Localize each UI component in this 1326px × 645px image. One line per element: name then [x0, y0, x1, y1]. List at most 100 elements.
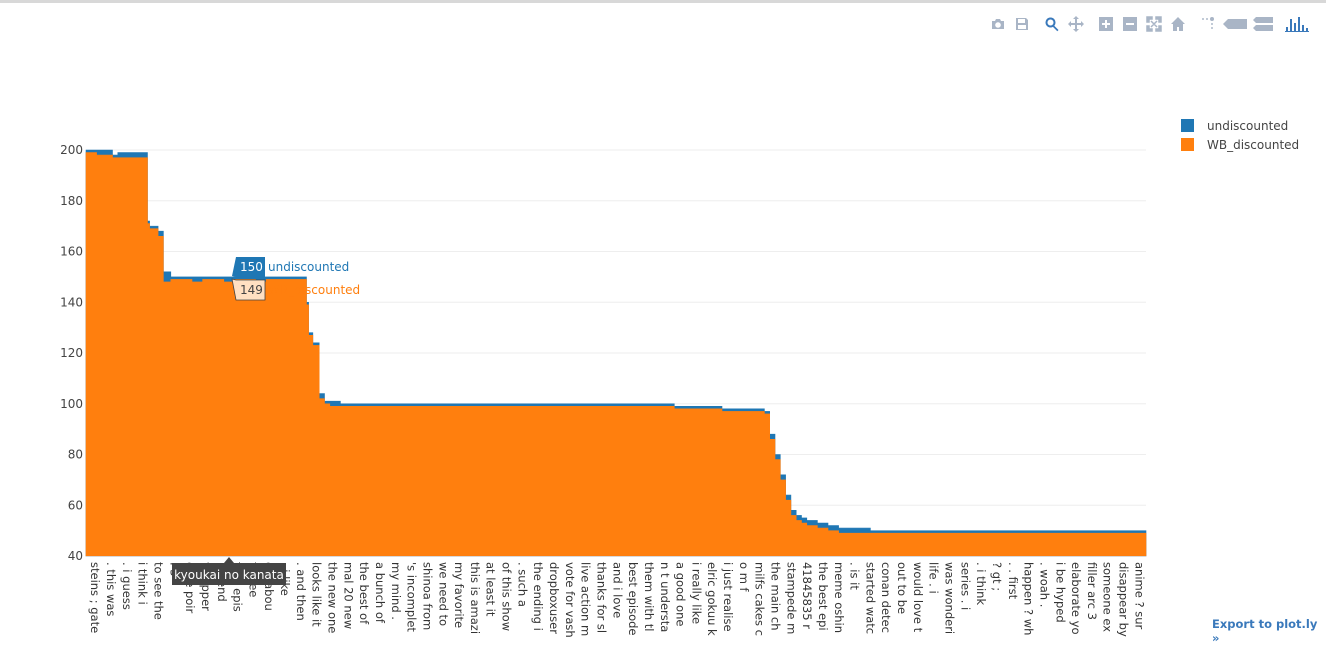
plotly-logo-icon[interactable] [1284, 15, 1310, 33]
x-tick-label: . i guess [120, 562, 134, 610]
x-tick-label: a good one [674, 562, 688, 626]
x-tick-label: my favorite [452, 562, 466, 628]
x-tick-label: the ending i [531, 562, 545, 631]
spike-lines-icon[interactable] [1198, 15, 1218, 33]
x-tick-label: started watc [863, 562, 877, 634]
autoscale-icon[interactable] [1144, 15, 1164, 33]
y-tick-label: 200 [60, 143, 83, 157]
hover-category-text: kyoukai no kanata [174, 568, 284, 582]
x-tick-label: series . i [958, 562, 972, 610]
legend-swatch [1181, 119, 1194, 132]
pan-icon[interactable] [1066, 15, 1086, 33]
x-tick-label: to see the [151, 562, 165, 620]
save-icon[interactable] [1012, 15, 1032, 33]
x-tick-label: . and then [294, 562, 308, 621]
hover-box [231, 278, 266, 301]
hover-compare-icon[interactable] [1252, 15, 1274, 33]
x-tick-label: looks like it [310, 562, 324, 627]
x-tick-label: . woah . [1037, 562, 1051, 607]
x-tick-label: stampede m [784, 562, 798, 634]
x-tick-label: the main ch [769, 562, 783, 631]
x-tick-label: of this show [500, 562, 514, 631]
y-tick-label: 140 [60, 295, 83, 309]
legend: undiscounted WB_discounted [1181, 119, 1299, 152]
x-tick-label: elaborate yo [1069, 562, 1083, 635]
x-tick-label: was wonderi [943, 562, 957, 634]
y-tick-label: 60 [68, 498, 83, 512]
x-tick-label: i be hyped [1053, 562, 1067, 623]
x-tick-label: my mind . [389, 562, 403, 620]
x-tick-label: i really like [689, 562, 703, 624]
y-axis: 40 60 80 100 120 140 160 180 200 [60, 143, 83, 563]
x-tick-label: o m f [737, 562, 751, 593]
x-tick-label: at least it [484, 562, 498, 617]
x-tick-label: this is amazi [468, 562, 482, 634]
legend-label: WB_discounted [1207, 138, 1299, 152]
y-tick-label: 40 [68, 549, 83, 563]
x-tick-label: dropboxuser [547, 562, 561, 634]
legend-item-undiscounted[interactable]: undiscounted [1181, 119, 1288, 133]
x-tick-label: n t understa [658, 562, 672, 632]
x-tick-label: meme oshin [832, 562, 846, 633]
y-tick-label: 180 [60, 194, 83, 208]
x-tick-label: filler arc 3 [1085, 562, 1099, 620]
hover-series-name: undiscounted [268, 260, 349, 274]
hover-label-WB_discounted: 149 WB_discounted [231, 278, 360, 301]
legend-swatch [1181, 138, 1194, 151]
y-tick-label: 100 [60, 397, 83, 411]
x-tick-label: happen ? wh [1022, 562, 1036, 635]
x-tick-label: vote for vash [563, 562, 577, 638]
x-tick-label: elric gokuu k [705, 562, 719, 636]
x-tick-label: milfs cakes c [753, 562, 767, 636]
hover-category-box [172, 563, 286, 585]
x-tick-label: and i love [610, 562, 624, 618]
hover-value: 149 [240, 283, 263, 297]
x-tick-label: life . i [927, 562, 941, 594]
x-tick-label: thanks for sl [594, 562, 608, 633]
x-tick-label: disappear by [1117, 562, 1131, 637]
x-tick-label: someone ex [1101, 562, 1115, 632]
legend-label: undiscounted [1207, 119, 1288, 133]
x-tick-label: best episode [626, 562, 640, 636]
series-area-WB_discounted [85, 152, 1147, 557]
x-tick-label: a bunch of [373, 562, 387, 624]
x-tick-label: ? gt ; [990, 562, 1004, 591]
camera-icon[interactable] [988, 15, 1008, 33]
x-tick-label: the new one [326, 562, 340, 633]
zoom-icon[interactable] [1042, 15, 1062, 33]
x-tick-label: 's incomplet [405, 562, 419, 632]
series-layer [85, 149, 1147, 557]
home-icon[interactable] [1168, 15, 1188, 33]
x-tick-label: we need to [436, 562, 450, 626]
hover-value: 150 [240, 260, 263, 274]
y-tick-label: 160 [60, 245, 83, 259]
hover-closest-icon[interactable] [1222, 15, 1248, 33]
x-tick-label: i just realise [721, 562, 735, 632]
x-axis: steins ; gate. this was. i guess i think … [86, 556, 1146, 638]
x-tick-label: . such a [515, 562, 529, 607]
export-to-plotly-link[interactable]: Export to plot.ly » [1212, 617, 1318, 645]
x-tick-label: mal 20 new [341, 562, 355, 629]
hover-box [232, 257, 265, 277]
x-tick-label: steins ; gate [88, 562, 102, 633]
y-tick-label: 80 [68, 448, 83, 462]
x-tick-label: 41845835 r [800, 562, 814, 629]
x-tick-label: out to be [895, 562, 909, 614]
x-tick-label: would love t [911, 562, 925, 633]
x-tick-label: the best of [357, 562, 371, 625]
x-tick-label: conan detec [879, 562, 893, 633]
x-tick-label: i think i [136, 562, 150, 605]
zoom-out-icon[interactable] [1120, 15, 1140, 33]
x-tick-label: live action m [579, 562, 593, 636]
legend-item-WB_discounted[interactable]: WB_discounted [1181, 138, 1299, 152]
x-tick-label: the best epi [816, 562, 830, 631]
zoom-in-icon[interactable] [1096, 15, 1116, 33]
hover-category-pointer [224, 557, 234, 563]
hover-label-undiscounted: 150 undiscounted [232, 257, 349, 277]
hover-series-name: WB_discounted [268, 283, 360, 297]
x-tick-label: shinoa from [420, 562, 434, 630]
y-tick-label: 120 [60, 346, 83, 360]
hover-category-label: kyoukai no kanata [172, 557, 286, 585]
